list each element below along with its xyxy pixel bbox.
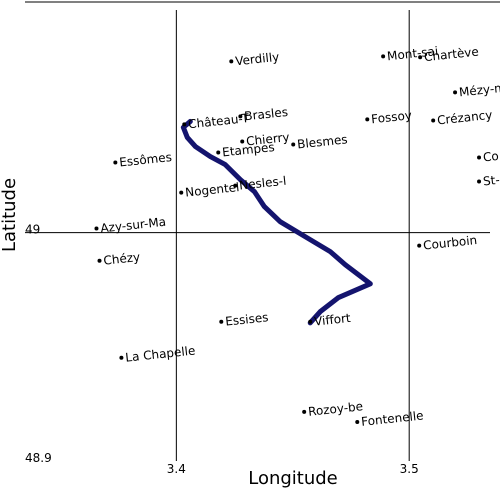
city-label: Azy-sur-Ma [100,215,167,236]
city-label: Mézy-m [458,81,500,100]
city-label: Fontenelle [361,408,425,428]
city-point [381,54,386,59]
city-label: Etampes [222,140,276,159]
city-point [477,179,482,184]
city-label: Crézancy [436,108,493,128]
x-tick-label: 3.4 [167,462,186,476]
city-point [477,155,482,160]
city-point [365,117,370,122]
city-point [229,59,234,64]
city-point [182,122,187,127]
city-point [240,139,245,144]
city-point [302,409,307,414]
city-point [216,150,221,155]
city-point [418,55,423,60]
city-label: Rozoy-be [307,399,363,419]
city-label: Co [482,149,499,165]
city-point [238,114,243,119]
city-label: St- [482,173,500,189]
city-label: Mont-sai [386,44,438,63]
city-label: Viffort [314,311,352,329]
city-label: La Chapelle [125,343,196,364]
city-label: Brasles [244,105,289,123]
city-label: Chézy [103,250,141,268]
city-label: Essises [225,310,270,328]
y-tick-label: 49 [25,223,40,237]
city-label: Courboin [422,233,477,253]
route-line [180,118,373,326]
city-label: Chartève [423,45,479,65]
y-tick-label: 48.9 [25,451,52,465]
city-label: Fossoy [371,108,413,126]
city-point [94,226,99,231]
city-label: Verdilly [235,50,280,69]
y-axis-title: Latitude [0,178,20,252]
city-point [453,90,458,95]
x-axis-title: Longitude [248,468,338,489]
city-point [179,190,184,195]
city-point [97,258,102,263]
city-point [291,142,296,147]
city-label: Nogentel [185,180,241,200]
city-point [113,160,118,165]
city-point [431,118,436,123]
city-label: Nesles-l [239,174,287,193]
city-label: Essômes [119,150,173,169]
city-point [308,319,313,324]
city-point [119,355,124,360]
x-tick-label: 3.5 [400,462,419,476]
city-label: Blesmes [297,132,349,151]
city-point [417,243,422,248]
city-point [355,419,360,424]
city-point [233,183,238,188]
city-label: Chierry [246,130,291,148]
city-label: Château-T [188,111,251,131]
city-point [219,319,224,324]
